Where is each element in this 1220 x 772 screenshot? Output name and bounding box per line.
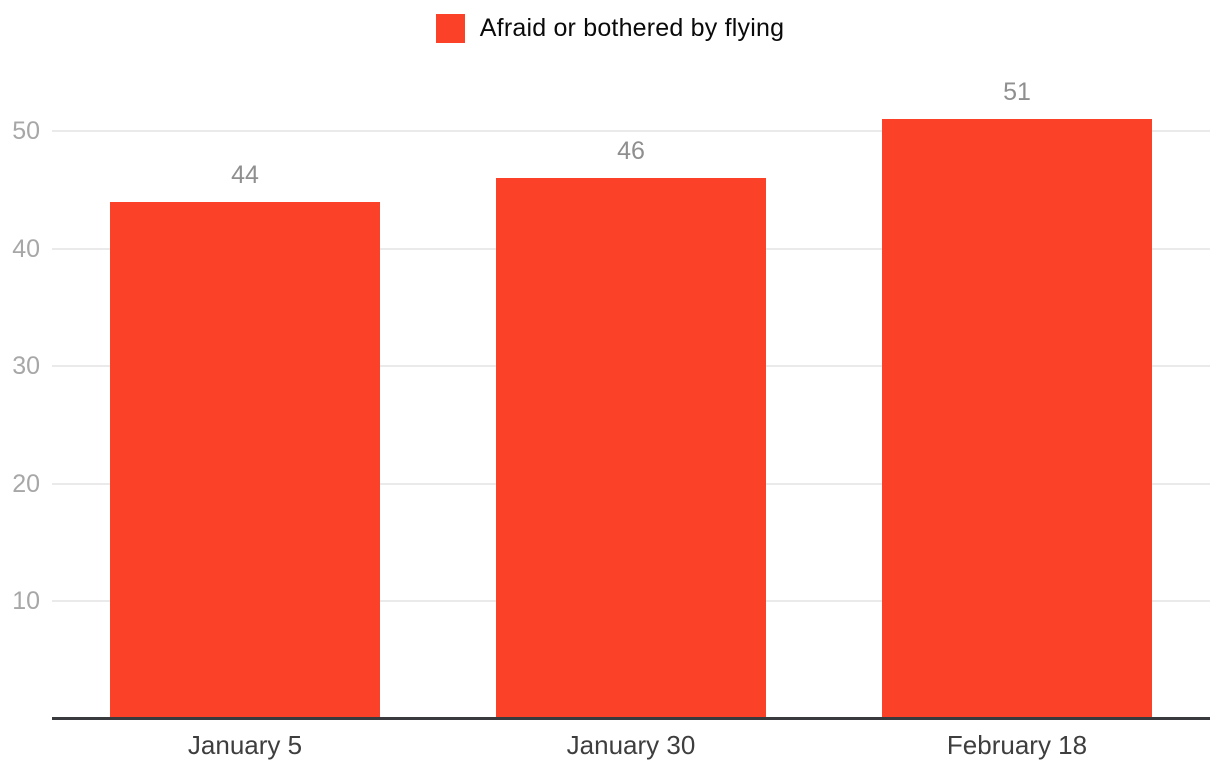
legend[interactable]: Afraid or bothered by flying bbox=[0, 12, 1220, 44]
gridline-50 bbox=[52, 130, 1210, 132]
bar-value-label: 46 bbox=[617, 137, 645, 166]
y-tick-label: 40 bbox=[12, 234, 40, 263]
bar-january-5[interactable] bbox=[110, 201, 380, 719]
bar-january-30[interactable] bbox=[496, 178, 766, 719]
y-tick-label: 50 bbox=[12, 117, 40, 145]
x-tick-label: January 30 bbox=[566, 730, 696, 760]
y-tick-label: 20 bbox=[12, 469, 40, 498]
bar-february-18[interactable] bbox=[882, 119, 1152, 719]
bar-value-label: 44 bbox=[231, 160, 259, 189]
legend-label: Afraid or bothered by flying bbox=[479, 14, 785, 42]
bar-value-label: 51 bbox=[1003, 78, 1031, 107]
y-tick-label: 10 bbox=[12, 587, 40, 616]
y-tick-label: 30 bbox=[12, 352, 40, 381]
legend-swatch bbox=[435, 13, 465, 43]
x-tick-label: February 18 bbox=[946, 730, 1088, 760]
x-tick-label: January 5 bbox=[187, 730, 303, 760]
x-axis-line bbox=[52, 717, 1210, 720]
